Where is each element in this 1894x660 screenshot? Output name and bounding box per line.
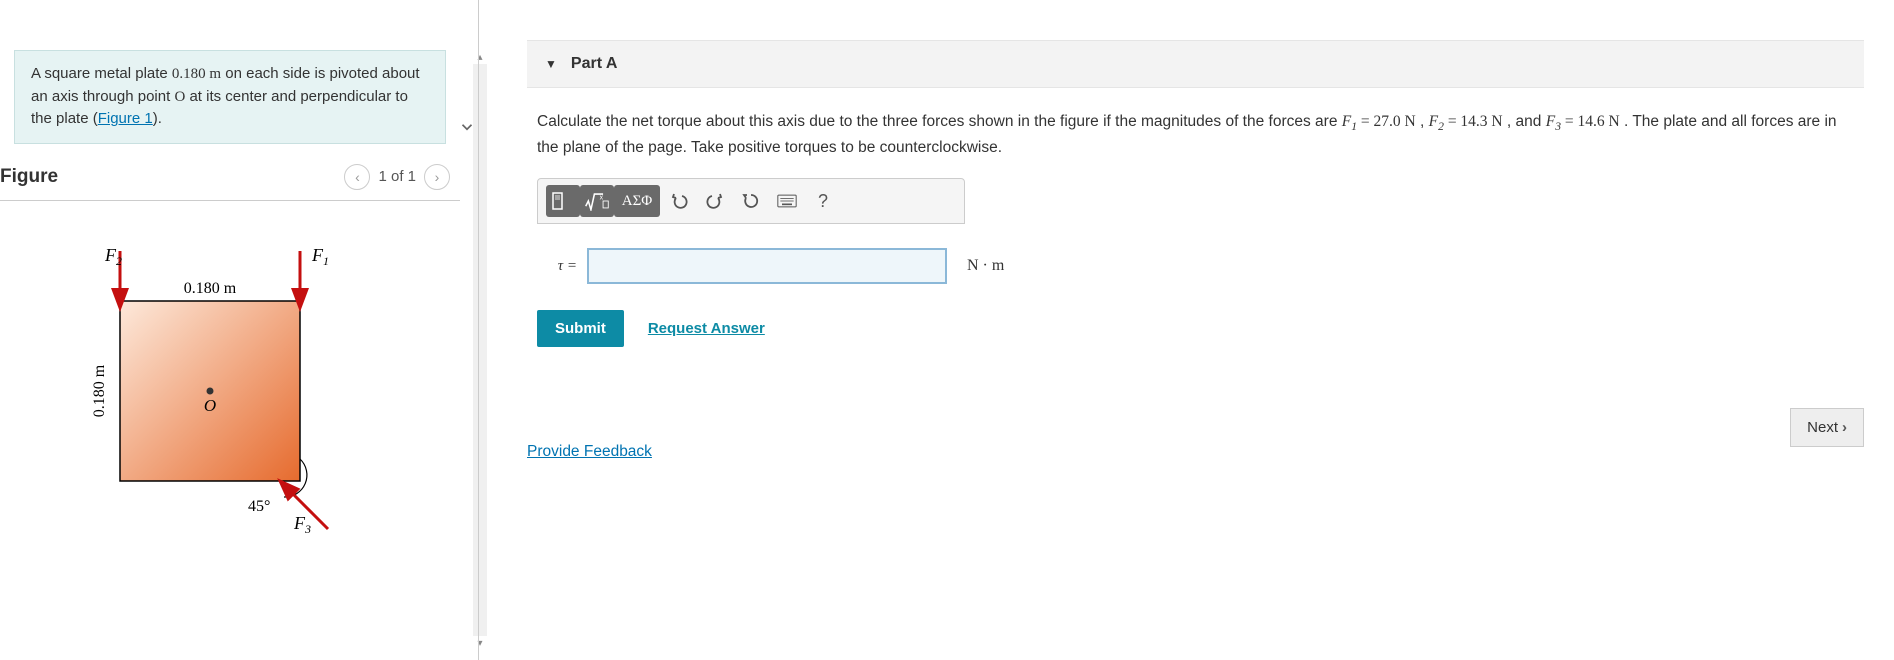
answer-unit: N · m bbox=[967, 257, 1004, 275]
help-button[interactable]: ? bbox=[806, 185, 840, 217]
f2-label: F2 bbox=[104, 245, 122, 268]
top-dim-label: 0.180 m bbox=[184, 280, 237, 297]
q-sep1: , bbox=[1416, 113, 1429, 130]
next-label: Next bbox=[1807, 419, 1838, 436]
q-f3-val: = 14.6 N bbox=[1561, 113, 1620, 130]
q-f3-sym: F3 bbox=[1546, 113, 1561, 130]
problem-statement: A square metal plate 0.180 m on each sid… bbox=[14, 50, 446, 144]
figure-prev-button[interactable]: ‹ bbox=[344, 164, 370, 190]
q-f1-val: = 27.0 N bbox=[1357, 113, 1416, 130]
f1-label: F1 bbox=[311, 245, 329, 268]
problem-point: O bbox=[174, 89, 185, 105]
problem-text-4: ). bbox=[153, 110, 162, 127]
figure-header-title: Figure bbox=[0, 166, 58, 188]
answer-input[interactable] bbox=[587, 248, 947, 284]
left-panel-scrollbar[interactable]: ▴▾ bbox=[473, 50, 487, 650]
figure-svg: O 0.180 m 0.180 m F2 F1 45° F3 bbox=[60, 231, 360, 561]
q-prefix: Calculate the net torque about this axis… bbox=[537, 113, 1342, 130]
f3-label: F3 bbox=[293, 513, 311, 536]
chevron-right-icon: › bbox=[1842, 419, 1847, 436]
part-collapse-icon[interactable]: ▼ bbox=[545, 57, 557, 71]
figure-counter: 1 of 1 bbox=[378, 168, 416, 185]
keyboard-button[interactable] bbox=[770, 185, 804, 217]
question-text: Calculate the net torque about this axis… bbox=[527, 88, 1864, 178]
q-f2-val: = 14.3 N bbox=[1444, 113, 1503, 130]
figure-canvas: O 0.180 m 0.180 m F2 F1 45° F3 bbox=[0, 200, 460, 580]
sqrt-button[interactable]: x bbox=[580, 185, 614, 217]
tau-label: τ = bbox=[537, 258, 577, 275]
figure-nav: ‹ 1 of 1 › bbox=[344, 164, 450, 190]
figure-link[interactable]: Figure 1 bbox=[98, 110, 153, 127]
figure-next-button[interactable]: › bbox=[424, 164, 450, 190]
problem-dim: 0.180 m bbox=[172, 66, 221, 82]
submit-button[interactable]: Submit bbox=[537, 310, 624, 347]
svg-text:x: x bbox=[600, 194, 604, 201]
part-title: Part A bbox=[571, 55, 618, 73]
angle-label: 45° bbox=[248, 498, 270, 515]
q-sep2: , and bbox=[1503, 113, 1546, 130]
reset-button[interactable] bbox=[734, 185, 768, 217]
redo-button[interactable] bbox=[698, 185, 732, 217]
answer-toolbar: x ΑΣΦ ? bbox=[537, 178, 965, 224]
next-button[interactable]: Next› bbox=[1790, 408, 1864, 447]
left-dim-label: 0.180 m bbox=[91, 364, 108, 417]
q-f1-sym: F1 bbox=[1342, 113, 1357, 130]
greek-button[interactable]: ΑΣΦ bbox=[614, 185, 660, 217]
part-header[interactable]: ▼ Part A bbox=[527, 40, 1864, 88]
q-f2-sym: F2 bbox=[1429, 113, 1444, 130]
provide-feedback-link[interactable]: Provide Feedback bbox=[527, 443, 652, 461]
undo-button[interactable] bbox=[662, 185, 696, 217]
template-button[interactable] bbox=[546, 185, 580, 217]
origin-label: O bbox=[204, 396, 216, 415]
request-answer-link[interactable]: Request Answer bbox=[648, 320, 765, 337]
problem-text-1: A square metal plate bbox=[31, 65, 172, 82]
